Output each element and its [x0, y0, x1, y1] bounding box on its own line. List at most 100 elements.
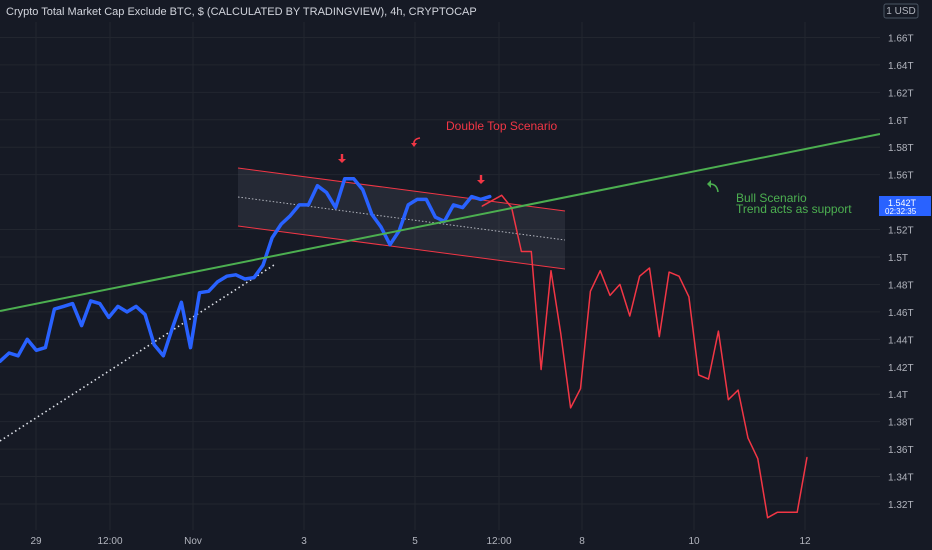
projection-line: [481, 194, 808, 519]
price-point: [235, 274, 237, 276]
price-point: [307, 204, 309, 206]
projection-point: [619, 283, 621, 285]
projection-point: [580, 388, 581, 390]
price-point: [280, 223, 282, 225]
y-tick-label: 1.5T: [888, 253, 908, 264]
current-price-value: 1.542T: [888, 198, 917, 208]
price-point: [389, 244, 391, 246]
projection-point: [658, 336, 660, 338]
trend-support-annotation[interactable]: Trend acts as support: [736, 202, 852, 216]
price-point: [262, 264, 264, 266]
price-point: [117, 305, 119, 307]
projection-point: [767, 517, 769, 519]
channel-upper-line[interactable]: [237, 167, 566, 212]
bull-scenario-annotation[interactable]: Bull Scenario: [736, 191, 807, 205]
price-points: [0, 178, 491, 362]
dotted-support-trendline[interactable]: [0, 264, 275, 442]
projection-point: [688, 296, 690, 298]
projection-point: [757, 458, 759, 460]
projection-point: [520, 251, 522, 252]
projection-point: [668, 271, 670, 273]
chart-title: Crypto Total Market Cap Exclude BTC, $ (…: [6, 6, 477, 18]
price-point: [180, 301, 182, 303]
y-tick-label: 1.4T: [888, 390, 908, 401]
price-point: [244, 278, 246, 280]
projection-point: [550, 270, 552, 272]
price-point: [162, 355, 164, 357]
y-tick-label: 1.44T: [888, 335, 914, 346]
price-point: [198, 292, 201, 294]
projection-point: [560, 333, 562, 335]
y-tick-label: 1.56T: [888, 171, 914, 182]
projection-point: [796, 511, 798, 513]
x-tick-labels: 29 12:00 Nov 3 5 12:00 8 10 12: [30, 536, 811, 547]
price-point: [189, 347, 192, 349]
price-point: [226, 275, 228, 277]
y-tick-labels: 1.66T 1.64T 1.62T 1.6T 1.58T 1.56T 1.52T 1.5T 1.…: [888, 33, 914, 510]
price-point: [353, 178, 355, 180]
projection-point: [747, 437, 749, 439]
price-point: [171, 327, 173, 329]
current-price-label: 1.542T 02:32:35: [879, 196, 931, 216]
price-point: [26, 338, 28, 340]
price-point: [271, 237, 273, 239]
x-tick-label: 3: [301, 536, 307, 547]
currency-label[interactable]: 1 USD: [886, 6, 915, 17]
price-point: [153, 344, 155, 346]
price-point: [126, 311, 128, 313]
projection-point: [727, 399, 729, 401]
countdown-timer: 02:32:35: [885, 207, 917, 216]
projection-point: [501, 194, 503, 196]
y-tick-label: 1.66T: [888, 33, 914, 44]
projection-point: [678, 275, 680, 277]
price-point: [298, 204, 300, 206]
price-point: [362, 189, 364, 191]
channel-mid-line[interactable]: [237, 196, 566, 241]
channel-lower-line[interactable]: [237, 225, 566, 270]
price-scale[interactable]: 1 USD: [880, 0, 932, 550]
price-point: [208, 290, 210, 292]
y-tick-label: 1.42T: [888, 363, 914, 374]
y-tick-label: 1.62T: [888, 88, 914, 99]
y-tick-label: 1.52T: [888, 226, 914, 237]
price-point: [371, 213, 373, 216]
projection-point: [777, 511, 778, 513]
y-tick-label: 1.48T: [888, 280, 914, 291]
curved-arrow-icon: [411, 137, 421, 147]
x-tick-label: 12:00: [97, 536, 122, 547]
grid: [0, 22, 880, 530]
y-tick-label: 1.38T: [888, 418, 914, 429]
price-point: [35, 349, 37, 351]
x-tick-label: 29: [30, 536, 42, 547]
x-tick-label: Nov: [184, 536, 202, 547]
price-point: [53, 308, 56, 310]
price-point: [99, 303, 101, 305]
price-point: [434, 216, 436, 218]
y-tick-label: 1.34T: [888, 473, 914, 484]
price-point: [17, 355, 19, 357]
price-point: [316, 185, 318, 187]
projection-point: [530, 251, 532, 252]
projection-point: [589, 290, 591, 292]
projection-point: [698, 374, 700, 376]
price-point: [108, 316, 110, 318]
double-top-annotation[interactable]: Double Top Scenario: [446, 119, 558, 133]
price-point: [462, 207, 464, 209]
time-scale[interactable]: [0, 530, 880, 550]
descending-channel[interactable]: [237, 167, 566, 270]
price-point: [81, 325, 83, 327]
bull-trendline[interactable]: [0, 133, 881, 312]
y-tick-label: 1.6T: [888, 116, 908, 127]
x-tick-label: 12: [799, 536, 811, 547]
projection-point: [629, 315, 631, 317]
projection-point: [786, 511, 788, 513]
price-point: [471, 196, 473, 198]
projection-point: [717, 330, 719, 332]
price-point: [135, 305, 137, 307]
projection-point: [481, 205, 483, 207]
price-point: [416, 198, 418, 200]
x-tick-label: 8: [579, 536, 585, 547]
projection-point: [649, 267, 650, 269]
